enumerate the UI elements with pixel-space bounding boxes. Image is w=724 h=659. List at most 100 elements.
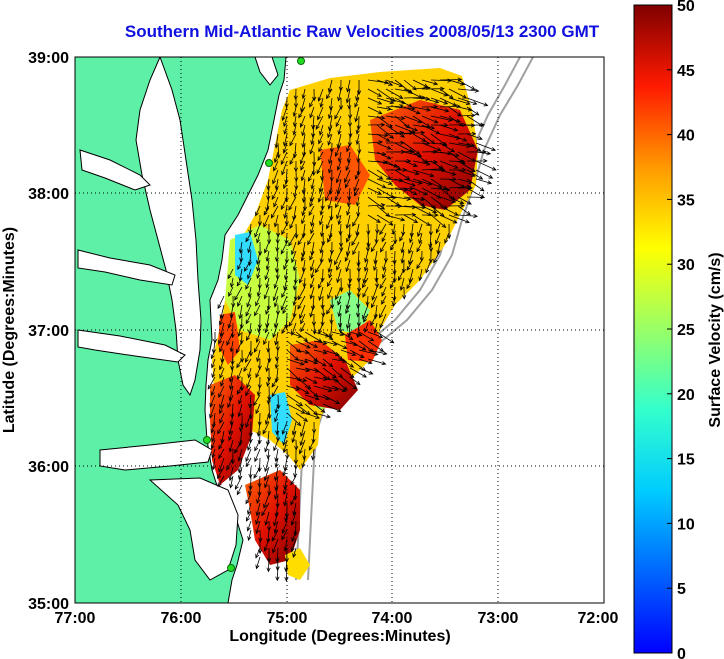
current-vector (373, 259, 378, 272)
current-vector (337, 295, 342, 306)
current-vector (264, 268, 270, 281)
current-vector (352, 241, 360, 256)
current-vector (356, 205, 361, 217)
current-vector (238, 394, 243, 405)
current-vector (421, 124, 441, 135)
current-vector (352, 214, 360, 227)
colorbar-gradient (633, 4, 673, 654)
current-vector (345, 232, 351, 243)
current-vector (362, 286, 369, 298)
current-vector (318, 142, 324, 153)
current-vector (256, 259, 261, 272)
current-vector (403, 169, 420, 176)
current-vector (319, 214, 324, 226)
current-vector (300, 160, 306, 171)
current-vector (299, 151, 306, 165)
x-axis-label: Longitude (Degrees:Minutes) (229, 628, 450, 645)
current-vector (365, 295, 370, 307)
current-vector (292, 106, 297, 118)
current-vector (256, 268, 261, 280)
current-vector (273, 160, 279, 172)
current-vector (245, 493, 252, 505)
current-vector (263, 493, 270, 509)
current-vector (430, 178, 448, 190)
current-vector (301, 88, 306, 100)
current-vector (273, 151, 279, 164)
current-vector (274, 250, 280, 262)
current-vector (371, 286, 378, 301)
current-vector (292, 295, 297, 307)
current-vector (310, 214, 315, 227)
current-vector (230, 358, 235, 371)
current-vector (334, 142, 342, 157)
station-marker (265, 159, 273, 167)
y-tick-label: 38:00 (28, 186, 69, 203)
current-vector (280, 241, 288, 255)
current-vector (385, 196, 401, 207)
current-vector (295, 331, 309, 342)
current-vector (439, 151, 460, 158)
current-vector (290, 322, 297, 336)
current-vector (300, 169, 306, 182)
current-vector (347, 286, 352, 297)
bay-tributary (79, 149, 151, 191)
current-vector (245, 277, 252, 290)
current-vector (376, 178, 393, 186)
current-vector (366, 232, 371, 248)
current-vector (267, 349, 272, 363)
current-vector (227, 313, 234, 329)
current-vector (448, 133, 468, 142)
current-vector (457, 196, 472, 205)
current-vector (307, 232, 315, 246)
current-vector (290, 538, 297, 553)
current-vector (282, 430, 288, 447)
current-vector (245, 232, 252, 243)
delaware-bay (254, 57, 279, 86)
colorbar-tick-label: 0 (677, 646, 686, 659)
current-vector (327, 286, 333, 300)
current-vector (358, 349, 379, 356)
y-tick-label: 37:00 (28, 323, 69, 340)
current-vector (281, 322, 288, 335)
current-vector (448, 196, 465, 204)
current-vector (236, 277, 243, 287)
current-vector (406, 259, 414, 271)
current-vector (299, 421, 306, 438)
current-vector (337, 88, 342, 102)
current-vector (354, 97, 360, 108)
current-vector (367, 115, 386, 120)
current-vector (385, 88, 404, 99)
current-vector (379, 223, 387, 236)
current-vector (256, 232, 261, 244)
current-vector (207, 376, 216, 390)
chesapeake-bay (135, 57, 202, 397)
current-vector (273, 295, 279, 308)
current-vector (327, 79, 333, 93)
current-vector (228, 430, 234, 442)
current-vector (320, 169, 325, 181)
current-vector (336, 160, 342, 171)
current-vector (217, 475, 225, 488)
current-vector (374, 268, 379, 283)
current-vector (466, 97, 489, 107)
current-vector (237, 322, 243, 338)
current-vector (275, 565, 280, 582)
current-vector (425, 259, 432, 274)
current-vector (266, 556, 271, 573)
current-vector (236, 358, 243, 369)
current-vector (237, 457, 243, 474)
current-vector (263, 538, 270, 552)
current-vector (355, 196, 360, 207)
current-vector (304, 358, 319, 365)
current-vector (314, 259, 324, 274)
current-vector (391, 295, 397, 307)
current-vector (466, 106, 480, 116)
current-vector (311, 124, 316, 138)
current-vector (394, 212, 417, 217)
current-vector (393, 232, 398, 245)
current-vector (336, 259, 342, 271)
current-vector (430, 88, 449, 97)
current-vector (261, 502, 270, 517)
current-vector (358, 358, 373, 365)
current-vector (345, 313, 351, 330)
